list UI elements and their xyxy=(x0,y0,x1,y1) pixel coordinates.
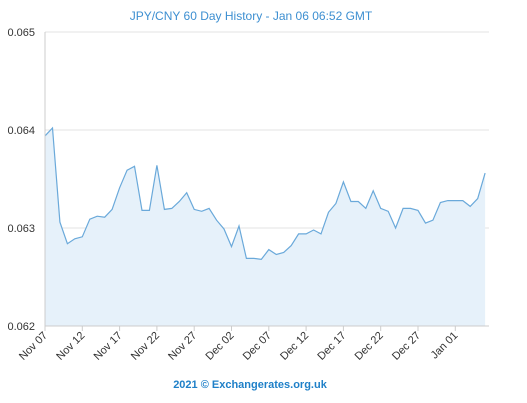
x-tick-label: Nov 17 xyxy=(92,330,125,363)
x-tick-label: Jan 01 xyxy=(429,330,461,362)
x-tick-label: Dec 17 xyxy=(315,330,348,363)
y-tick-label: 0.063 xyxy=(7,223,35,235)
footer-credit: 2021 © Exchangerates.org.uk xyxy=(173,379,328,391)
x-tick-labels: Nov 07 Nov 12 Nov 17 Nov 22 Nov 27 Dec 02 Dec … xyxy=(17,330,460,363)
x-tick-label: Nov 22 xyxy=(129,330,162,363)
x-tick-label: Dec 02 xyxy=(203,330,236,363)
x-tick-label: Dec 22 xyxy=(353,330,386,363)
series-line xyxy=(44,126,486,261)
chart-title: JPY/CNY 60 Day History - Jan 06 06:52 GM… xyxy=(130,9,373,23)
y-tick-label: 0.062 xyxy=(7,321,35,333)
x-tick-label: Dec 27 xyxy=(390,330,423,363)
x-tick-label: Nov 27 xyxy=(166,330,199,363)
x-tick-label: Dec 12 xyxy=(278,330,311,363)
x-tick-label: Nov 07 xyxy=(17,330,50,363)
area-fill xyxy=(45,128,486,326)
series-area xyxy=(44,126,486,326)
x-tick-label: Dec 07 xyxy=(241,330,274,363)
y-tick-labels: 0.065 0.064 0.063 0.062 xyxy=(7,27,35,333)
x-tick-label: Nov 12 xyxy=(54,330,87,363)
y-tick-label: 0.064 xyxy=(7,125,35,137)
axes xyxy=(44,32,489,331)
y-tick-label: 0.065 xyxy=(7,27,35,39)
